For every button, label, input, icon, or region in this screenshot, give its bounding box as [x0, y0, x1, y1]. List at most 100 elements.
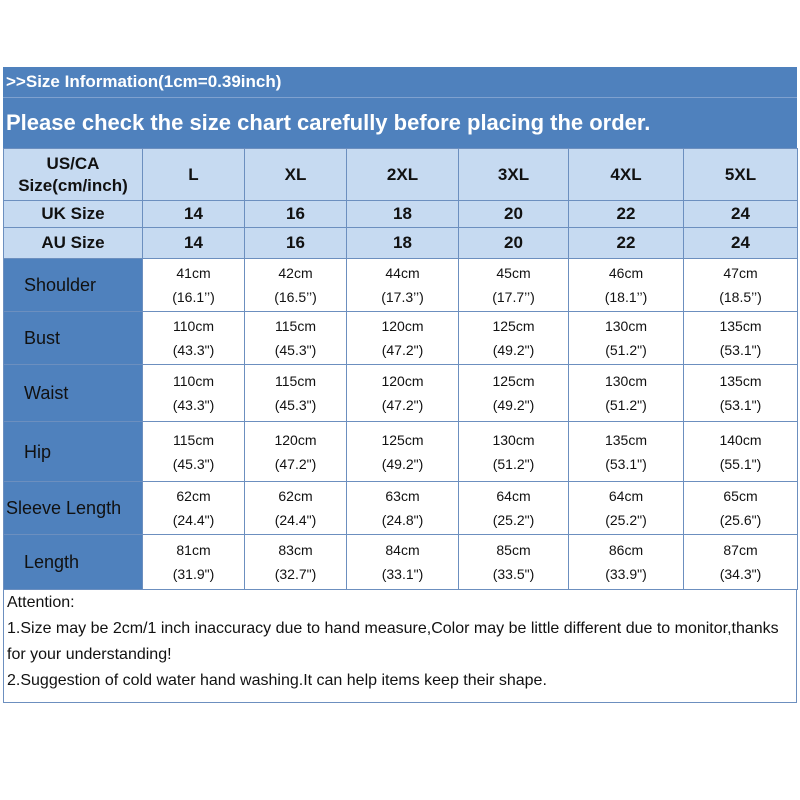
size-value-cell: 20: [458, 200, 569, 228]
measurement-cell: 47cm (18.5’’): [683, 258, 798, 312]
measurement-inch: (55.1"): [719, 455, 762, 472]
size-value-cell: XL: [244, 148, 347, 201]
measurement-inch: (53.1"): [605, 455, 647, 472]
measurement-inch: (47.2"): [381, 397, 424, 413]
measurement-row: Bust 110cm (43.3") 115cm (45.3") 120cm (47.2")…: [3, 311, 798, 365]
measurement-cm: 62cm: [278, 488, 313, 504]
measurement-inch: (53.1"): [719, 397, 762, 413]
measurement-cell: 44cm (17.3’’): [346, 258, 459, 312]
size-value-cell: 18: [346, 227, 459, 259]
measurement-cm: 135cm: [604, 431, 648, 448]
measurement-cm: 125cm: [492, 373, 535, 389]
size-row: AU Size 14 16 18 20 22 24: [3, 227, 798, 259]
attention-line-2: 2.Suggestion of cold water hand washing.…: [7, 672, 547, 689]
measurement-cell: 135cm (53.1"): [568, 421, 684, 482]
size-label-line: US/CA: [46, 153, 100, 173]
measurement-cm: 84cm: [385, 542, 420, 558]
measurement-cell: 64cm (25.2"): [568, 481, 684, 535]
measurement-cm: 135cm: [719, 318, 762, 334]
measurement-cm: 46cm: [608, 265, 644, 281]
size-row-label: AU Size: [3, 227, 143, 259]
measurement-inch: (31.9"): [172, 566, 215, 582]
size-info-title: >>Size Information(1cm=0.39inch): [3, 67, 797, 98]
size-row: UK Size 14 16 18 20 22 24: [3, 200, 798, 228]
measurement-inch: (49.2"): [381, 455, 424, 472]
measurement-cm: 125cm: [381, 431, 424, 448]
measurement-cm: 47cm: [723, 265, 758, 281]
measurement-cm: 83cm: [278, 542, 313, 558]
measurement-cell: 64cm (25.2"): [458, 481, 569, 535]
measurement-cm: 86cm: [608, 542, 644, 558]
measurement-label: Bust: [3, 311, 143, 365]
measurement-cm: 44cm: [385, 265, 420, 281]
measurement-cm: 45cm: [496, 265, 531, 281]
measurement-inch: (17.7’’): [492, 289, 535, 305]
measurement-cell: 86cm (33.9"): [568, 534, 684, 590]
measurement-inch: (43.3"): [172, 397, 215, 413]
measurement-cm: 125cm: [492, 318, 535, 334]
measurement-cell: 62cm (24.4"): [244, 481, 347, 535]
measurement-label: Length: [3, 534, 143, 590]
size-value-cell: 2XL: [346, 148, 459, 201]
measurement-cm: 135cm: [719, 373, 762, 389]
measurement-cell: 115cm (45.3"): [244, 364, 347, 422]
measurement-cell: 62cm (24.4"): [142, 481, 245, 535]
size-table: US/CA Size(cm/inch) L XL 2XL 3XL 4XL 5XL UK Size…: [3, 148, 798, 590]
measurement-cm: 115cm: [275, 373, 316, 389]
measurement-cell: 110cm (43.3"): [142, 311, 245, 365]
measurement-inch: (17.3’’): [381, 289, 424, 305]
measurement-cm: 120cm: [381, 373, 424, 389]
measurement-cell: 120cm (47.2"): [346, 364, 459, 422]
measurement-inch: (45.3"): [274, 397, 317, 413]
size-value-cell: 5XL: [683, 148, 798, 201]
measurement-inch: (47.2"): [274, 455, 317, 472]
measurement-inch: (51.2"): [605, 397, 647, 413]
measurement-inch: (49.2"): [492, 342, 535, 358]
measurement-cell: 120cm (47.2"): [346, 311, 459, 365]
measurement-cm: 63cm: [385, 488, 420, 504]
measurement-cm: 130cm: [604, 318, 648, 334]
measurement-cell: 120cm (47.2"): [244, 421, 347, 482]
measurement-cell: 125cm (49.2"): [458, 364, 569, 422]
measurement-cell: 130cm (51.2"): [568, 311, 684, 365]
measurement-cell: 84cm (33.1"): [346, 534, 459, 590]
measurement-cm: 65cm: [723, 488, 758, 504]
size-value-cell: 20: [458, 227, 569, 259]
size-row: US/CA Size(cm/inch) L XL 2XL 3XL 4XL 5XL: [3, 148, 798, 201]
measurement-label: Waist: [3, 364, 143, 422]
measurement-cell: 140cm (55.1"): [683, 421, 798, 482]
measurement-inch: (25.6"): [719, 512, 762, 528]
measurement-cm: 110cm: [173, 373, 214, 389]
measurement-inch: (47.2"): [381, 342, 424, 358]
size-chart: >>Size Information(1cm=0.39inch) Please …: [3, 67, 798, 703]
measurement-cm: 140cm: [719, 431, 762, 448]
measurement-inch: (34.3"): [719, 566, 762, 582]
measurement-cell: 115cm (45.3"): [142, 421, 245, 482]
measurement-label: Hip: [3, 421, 143, 482]
size-value-cell: 18: [346, 200, 459, 228]
measurement-cell: 135cm (53.1"): [683, 364, 798, 422]
measurement-inch: (45.3"): [274, 342, 317, 358]
measurement-cm: 62cm: [176, 488, 211, 504]
size-value-cell: 24: [683, 227, 798, 259]
measurement-cm: 115cm: [275, 318, 316, 334]
measurement-inch: (33.1"): [381, 566, 424, 582]
size-value-cell: 22: [568, 200, 684, 228]
size-check-notice: Please check the size chart carefully be…: [3, 98, 797, 148]
size-value-cell: 16: [244, 227, 347, 259]
measurement-inch: (24.4"): [172, 512, 215, 528]
measurement-cell: 110cm (43.3"): [142, 364, 245, 422]
measurement-cell: 83cm (32.7"): [244, 534, 347, 590]
measurement-cm: 85cm: [496, 542, 531, 558]
size-value-cell: L: [142, 148, 245, 201]
measurement-inch: (33.9"): [605, 566, 647, 582]
measurement-row: Waist 110cm (43.3") 115cm (45.3") 120cm (47.2"…: [3, 364, 798, 422]
measurement-cm: 130cm: [604, 373, 648, 389]
measurement-cell: 45cm (17.7’’): [458, 258, 569, 312]
size-value-cell: 14: [142, 227, 245, 259]
measurement-cell: 125cm (49.2"): [346, 421, 459, 482]
measurement-inch: (32.7"): [274, 566, 317, 582]
measurement-inch: (25.2"): [492, 512, 535, 528]
measurement-cell: 135cm (53.1"): [683, 311, 798, 365]
attention-title: Attention:: [7, 594, 75, 611]
